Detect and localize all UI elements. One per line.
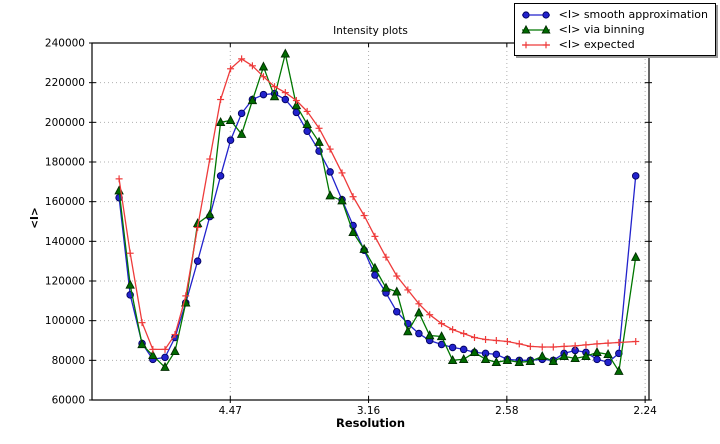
legend-item-via-binning: <I> via binning: [519, 22, 708, 37]
tick-labels: 60000 80000 100000 120000 140000 160000 180000…: [45, 38, 657, 418]
svg-text:180000: 180000: [45, 157, 85, 169]
series-triangle-up: [114, 48, 641, 375]
svg-text:2.58: 2.58: [495, 405, 518, 417]
svg-text:4.47: 4.47: [219, 405, 242, 417]
svg-text:120000: 120000: [45, 276, 85, 288]
series-line: [118, 58, 636, 351]
legend: <I> smooth approximation <I> via binning…: [513, 3, 716, 56]
plot-frame: [91, 42, 650, 401]
x-axis-label: Resolution: [335, 416, 406, 430]
legend-marker-circle-icon: [521, 10, 550, 19]
legend-label: <I> smooth approximation: [558, 7, 708, 21]
svg-text:60000: 60000: [52, 395, 85, 407]
series-line: [118, 53, 637, 374]
svg-text:100000: 100000: [45, 315, 85, 327]
legend-label: <I> via binning: [558, 22, 645, 36]
svg-text:200000: 200000: [45, 117, 85, 129]
svg-text:140000: 140000: [45, 236, 85, 248]
legend-marker-triangle-icon: [521, 24, 551, 33]
legend-item-expected: <I> expected: [519, 37, 708, 52]
svg-text:240000: 240000: [45, 38, 85, 50]
chart-title: Intensity plots: [333, 25, 408, 37]
svg-text:80000: 80000: [52, 355, 85, 367]
gridlines: [92, 43, 649, 400]
legend-item-smooth-approximation: <I> smooth approximation: [519, 7, 708, 22]
svg-text:160000: 160000: [45, 196, 85, 208]
y-axis-label: <I>: [28, 207, 41, 229]
series-plus: [115, 55, 640, 353]
legend-marker-plus-icon: [521, 41, 550, 48]
svg-text:2.24: 2.24: [633, 405, 657, 417]
svg-text:220000: 220000: [45, 77, 85, 89]
svg-text:3.16: 3.16: [357, 405, 381, 417]
legend-label: <I> expected: [558, 37, 635, 51]
